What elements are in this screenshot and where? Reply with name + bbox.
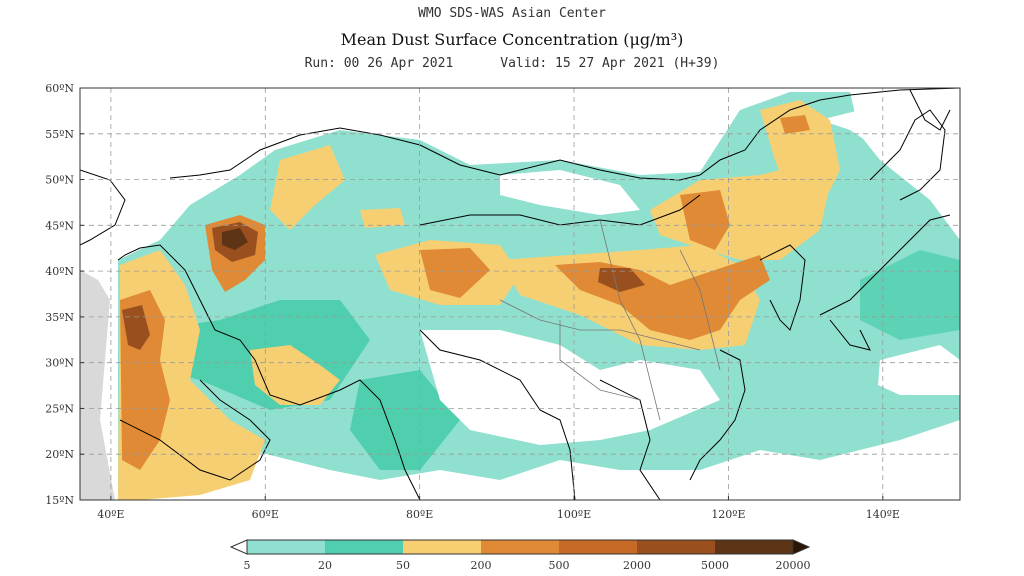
colorbar-segment xyxy=(715,540,793,554)
colorbar-segment xyxy=(403,540,481,554)
colorbar-level-label: 2000 xyxy=(623,559,651,572)
colorbar-segment xyxy=(637,540,715,554)
lat-tick-label: 25ºN xyxy=(45,402,74,415)
lon-tick-label: 60ºE xyxy=(252,508,279,521)
colorbar-under-arrow xyxy=(229,539,248,555)
colorbar-segment xyxy=(247,540,325,554)
colorbar-level-label: 20000 xyxy=(776,559,811,572)
colorbar-level-label: 200 xyxy=(471,559,492,572)
axis-ticks: 15ºN 20ºN 25ºN 30ºN 35ºN 40ºN 45ºN 50ºN 55ºN 60ºN… xyxy=(45,82,900,521)
lat-tick-label: 30ºN xyxy=(45,357,74,370)
lon-tick-label: 80ºE xyxy=(406,508,433,521)
lat-tick-label: 20ºN xyxy=(45,448,74,461)
run-valid-line: Run: 00 26 Apr 2021 Valid: 15 27 Apr 202… xyxy=(0,56,1024,71)
colorbar: 5 20 50 200 500 2000 5000 20000 xyxy=(229,539,811,572)
center-name: WMO SDS-WAS Asian Center xyxy=(418,6,606,21)
lon-tick-label: 120ºE xyxy=(711,508,745,521)
run-label: Run: 00 26 Apr 2021 xyxy=(304,56,454,71)
lat-tick-label: 50ºN xyxy=(45,174,74,187)
colorbar-segment xyxy=(325,540,403,554)
lon-tick-label: 100ºE xyxy=(557,508,591,521)
colorbar-over-arrow xyxy=(792,539,811,555)
valid-label: Valid: 15 27 Apr 2021 (H+39) xyxy=(500,56,720,71)
colorbar-level-label: 5 xyxy=(244,559,251,572)
colorbar-segment xyxy=(481,540,559,554)
map-field xyxy=(80,88,960,500)
colorbar-level-label: 5000 xyxy=(701,559,729,572)
colorbar-level-label: 20 xyxy=(318,559,332,572)
lat-tick-label: 15ºN xyxy=(45,494,74,507)
colorbar-outline xyxy=(246,539,794,555)
colorbar-level-label: 500 xyxy=(549,559,570,572)
graticule xyxy=(80,88,960,500)
lat-tick-label: 55ºN xyxy=(45,128,74,141)
map-title: Mean Dust Surface Concentration (μg/m³) xyxy=(340,30,684,49)
map-frame xyxy=(79,87,961,501)
lat-tick-label: 35ºN xyxy=(45,311,74,324)
lat-tick-label: 60ºN xyxy=(45,82,74,95)
lat-tick-label: 40ºN xyxy=(45,265,74,278)
lon-tick-label: 40ºE xyxy=(97,508,124,521)
lon-tick-label: 140ºE xyxy=(866,508,900,521)
colorbar-segment xyxy=(559,540,637,554)
country-borders xyxy=(80,88,960,500)
lat-tick-label: 45ºN xyxy=(45,219,74,232)
colorbar-level-label: 50 xyxy=(396,559,410,572)
